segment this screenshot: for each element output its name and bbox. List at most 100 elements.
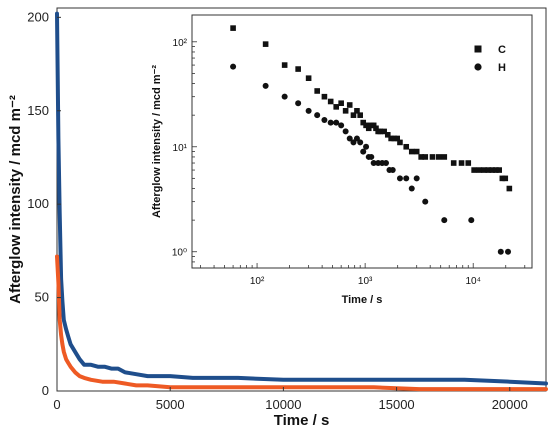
legend-label-H: H xyxy=(498,62,506,74)
inset-x-tick-label: 10³ xyxy=(358,276,373,287)
inset-point-H xyxy=(321,116,328,123)
inset-point-H xyxy=(408,185,415,192)
inset-point-C xyxy=(360,119,367,126)
inset-point-C xyxy=(499,175,506,182)
inset-point-H xyxy=(353,135,360,142)
legend-label-C: C xyxy=(498,44,506,56)
main-y-tick-label: 100 xyxy=(27,196,49,211)
inset-point-C xyxy=(262,41,269,47)
inset-background xyxy=(127,10,539,322)
inset-point-C xyxy=(506,185,513,192)
inset-point-C xyxy=(377,128,384,135)
inset-point-C xyxy=(384,132,391,138)
inset-point-H xyxy=(360,148,367,155)
inset-y-axis-label: Afterglow intensity / mcd m⁻² xyxy=(151,65,163,218)
inset-point-C xyxy=(408,148,415,155)
inset-x-tick-label: 10⁴ xyxy=(465,276,480,287)
legend-marker-H xyxy=(474,63,482,71)
main-series-line-0 xyxy=(55,11,548,386)
inset-point-C xyxy=(350,112,357,118)
inset-point-C xyxy=(327,98,334,105)
inset-point-C xyxy=(489,167,496,173)
inset-y-tick-label: 10¹ xyxy=(173,143,188,154)
inset-point-C xyxy=(321,93,328,100)
main-x-tick-label: 0 xyxy=(53,397,60,412)
inset-point-C xyxy=(493,167,499,173)
main-x-tick-label: 10000 xyxy=(265,397,301,412)
inset-point-C xyxy=(370,122,377,129)
inset-point-C xyxy=(441,154,448,160)
main-x-tick-label: 15000 xyxy=(379,397,415,412)
main-plot-frame xyxy=(56,7,547,392)
inset-point-C xyxy=(357,112,363,118)
inset-point-C xyxy=(314,88,320,94)
inset-point-H xyxy=(305,107,312,114)
main-y-tick-label: 200 xyxy=(27,9,49,24)
inset-point-C xyxy=(485,167,492,173)
inset-point-C xyxy=(381,128,387,135)
main-series-line-1 xyxy=(55,254,548,392)
inset-point-C xyxy=(281,62,288,68)
inset-point-C xyxy=(397,139,403,146)
inset-point-C xyxy=(342,108,349,114)
inset-point-H xyxy=(383,160,390,167)
inset-point-C xyxy=(465,160,472,166)
inset-point-C xyxy=(333,104,340,110)
inset-point-C xyxy=(496,167,502,173)
inset-point-H xyxy=(441,217,448,224)
main-x-tick-label: 20000 xyxy=(492,397,528,412)
inset-point-H xyxy=(327,119,334,126)
inset-point-C xyxy=(450,160,457,166)
inset-point-H xyxy=(370,160,377,167)
inset-x-tick-label: 10² xyxy=(250,276,265,287)
main-x-tick-label: 5000 xyxy=(156,397,185,412)
inset-point-H xyxy=(497,248,504,255)
inset-point-H xyxy=(342,128,349,135)
inset-point-H xyxy=(350,139,357,146)
inset-point-C xyxy=(391,135,398,142)
inset-point-H xyxy=(262,82,269,89)
inset-point-H xyxy=(338,122,345,129)
inset-point-H xyxy=(281,93,288,100)
inset-point-H xyxy=(295,100,302,107)
inset-point-C xyxy=(403,143,410,150)
inset-point-H xyxy=(363,143,370,150)
inset-point-C xyxy=(363,122,369,129)
inset-point-H xyxy=(396,175,403,182)
inset-point-C xyxy=(481,167,487,173)
inset-point-C xyxy=(418,154,424,160)
inset-point-C xyxy=(502,175,509,182)
main-y-tick-label: 150 xyxy=(27,103,49,118)
inset-y-tick-label: 10⁰ xyxy=(172,248,187,259)
inset-point-H xyxy=(357,139,364,146)
main-x-axis-label: Time / s xyxy=(274,412,330,429)
inset-point-C xyxy=(388,135,394,142)
inset-point-C xyxy=(305,75,312,81)
inset-point-C xyxy=(365,125,372,132)
inset-plot-frame xyxy=(191,14,533,269)
inset-point-H xyxy=(389,167,396,174)
inset-point-H xyxy=(346,135,353,142)
inset-point-H xyxy=(314,112,321,119)
inset-point-C xyxy=(338,100,344,107)
inset-point-H xyxy=(468,217,475,224)
inset-point-H xyxy=(368,153,375,160)
inset-point-C xyxy=(413,148,420,155)
inset-point-H xyxy=(403,175,410,182)
inset-point-H xyxy=(333,119,340,126)
inset-point-H xyxy=(413,175,420,182)
inset-point-C xyxy=(295,66,301,72)
inset-point-C xyxy=(354,108,360,114)
main-y-tick-label: 0 xyxy=(42,383,49,398)
legend-marker-C xyxy=(474,45,482,53)
main-y-axis-label: Afterglow intensity / mcd m⁻² xyxy=(7,95,24,304)
inset-point-H xyxy=(422,198,429,205)
inset-point-H xyxy=(505,248,512,255)
inset-point-C xyxy=(435,154,442,160)
inset-point-H xyxy=(230,63,237,70)
inset-x-axis-label: Time / s xyxy=(342,294,383,306)
inset-point-C xyxy=(476,167,483,173)
inset-point-C xyxy=(471,167,477,173)
